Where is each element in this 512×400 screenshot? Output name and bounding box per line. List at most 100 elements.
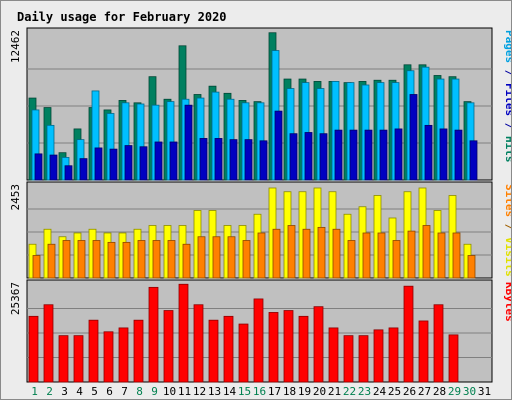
- bar-kbytes-day-6: [103, 331, 114, 383]
- bar-sites-day-22: [347, 240, 356, 279]
- day-label: 11: [178, 385, 191, 398]
- bar-pages-day-2: [49, 154, 58, 181]
- bar-pages-day-3: [64, 165, 73, 181]
- bar-sites-day-7: [122, 241, 131, 279]
- day-label: 1: [31, 385, 38, 398]
- bar-sites-day-12: [197, 236, 206, 279]
- bar-kbytes-day-7: [118, 327, 129, 383]
- bar-kbytes-day-14: [223, 315, 234, 383]
- day-label: 7: [121, 385, 128, 398]
- bar-pages-day-10: [169, 141, 178, 181]
- day-label: 4: [76, 385, 83, 398]
- day-label: 5: [91, 385, 98, 398]
- series-legend: Sites / Visits: [503, 184, 511, 277]
- bar-sites-day-25: [392, 240, 401, 279]
- bar-kbytes-day-9: [148, 286, 159, 383]
- bar-kbytes-day-18: [283, 310, 294, 383]
- legend-entry: Pages: [503, 30, 511, 63]
- legend-entry: Visits: [503, 237, 511, 277]
- day-label: 31: [478, 385, 491, 398]
- bar-pages-day-18: [289, 133, 298, 181]
- bar-kbytes-day-10: [163, 310, 174, 383]
- bar-sites-day-24: [377, 232, 386, 279]
- bar-sites-day-26: [407, 230, 416, 279]
- day-label: 23: [358, 385, 371, 398]
- ymax-label: 25367: [9, 282, 22, 315]
- bar-sites-day-21: [332, 228, 341, 279]
- bar-pages-day-16: [259, 140, 268, 181]
- bar-kbytes-day-25: [388, 327, 399, 383]
- bar-kbytes-day-19: [298, 315, 309, 383]
- bar-sites-day-18: [287, 225, 296, 279]
- bar-sites-day-20: [317, 226, 326, 279]
- bar-pages-day-19: [304, 132, 313, 181]
- bar-kbytes-day-3: [58, 335, 69, 383]
- bar-pages-day-20: [319, 133, 328, 181]
- bar-pages-day-29: [454, 129, 463, 181]
- bar-sites-day-4: [77, 240, 86, 279]
- bar-pages-day-5: [94, 147, 103, 181]
- bar-kbytes-day-27: [418, 320, 429, 383]
- bar-kbytes-day-4: [73, 335, 84, 383]
- day-label: 26: [403, 385, 416, 398]
- bar-kbytes-day-1: [28, 315, 39, 383]
- day-axis-labels: 1 2 3 4 5 6 7 8 9 10 11 12 13 14 15 16 17 18 19 20 21 22 23 24 2…: [31, 385, 491, 398]
- day-label: 3: [61, 385, 68, 398]
- day-label: 16: [253, 385, 266, 398]
- day-label: 17: [268, 385, 281, 398]
- bar-pages-day-17: [274, 110, 283, 181]
- panel-visits-sites: 2453 Sites / Visits: [9, 181, 511, 279]
- bar-sites-day-2: [47, 243, 56, 279]
- panel-hits-files-pages: 12462 Pages / Files / Hits: [9, 27, 511, 181]
- bar-kbytes-day-8: [133, 319, 144, 383]
- bar-pages-day-23: [364, 129, 373, 181]
- bar-kbytes-day-28: [433, 304, 444, 383]
- bar-pages-day-24: [379, 129, 388, 181]
- bar-sites-day-19: [302, 228, 311, 279]
- bar-kbytes-day-21: [328, 327, 339, 383]
- bar-kbytes-day-5: [88, 319, 99, 383]
- panel-kbytes: 25367 KBytes: [9, 279, 511, 383]
- legend-entry: Hits: [503, 136, 511, 163]
- bar-pages-day-27: [424, 124, 433, 181]
- day-label: 15: [238, 385, 251, 398]
- bar-pages-day-30: [469, 140, 478, 181]
- legend-entry: /: [503, 116, 511, 136]
- bar-sites-day-17: [272, 228, 281, 279]
- bar-sites-day-1: [32, 255, 41, 279]
- legend-entry: /: [503, 217, 511, 237]
- bar-sites-day-13: [212, 236, 221, 279]
- day-label: 19: [298, 385, 311, 398]
- bar-kbytes-day-29: [448, 334, 459, 383]
- bar-sites-day-30: [467, 255, 476, 279]
- day-label: 30: [463, 385, 476, 398]
- day-label: 2: [46, 385, 53, 398]
- bar-kbytes-day-2: [43, 304, 54, 383]
- bar-kbytes-day-11: [178, 283, 189, 383]
- bar-sites-day-5: [92, 240, 101, 279]
- day-label: 24: [373, 385, 387, 398]
- bar-kbytes-day-17: [268, 312, 279, 383]
- day-label: 21: [328, 385, 341, 398]
- bar-kbytes-day-12: [193, 304, 204, 383]
- chart-panels: 12462 Pages / Files / Hits 2453 Sites / Vis…: [9, 27, 511, 383]
- bar-kbytes-day-24: [373, 329, 384, 383]
- day-label: 27: [418, 385, 431, 398]
- bar-kbytes-day-16: [253, 298, 264, 383]
- chart-title: Daily usage for February 2020: [17, 10, 227, 24]
- bar-sites-day-10: [167, 240, 176, 279]
- ymax-label: 12462: [9, 30, 22, 63]
- bar-pages-day-9: [154, 141, 163, 181]
- day-label: 8: [136, 385, 143, 398]
- day-label: 22: [343, 385, 356, 398]
- bar-sites-day-14: [227, 236, 236, 279]
- bar-kbytes-day-13: [208, 319, 219, 383]
- bar-kbytes-day-15: [238, 323, 249, 383]
- bar-pages-day-21: [334, 129, 343, 181]
- bar-sites-day-23: [362, 232, 371, 279]
- bar-sites-day-16: [257, 232, 266, 279]
- bar-pages-day-1: [34, 153, 43, 181]
- day-label: 28: [433, 385, 446, 398]
